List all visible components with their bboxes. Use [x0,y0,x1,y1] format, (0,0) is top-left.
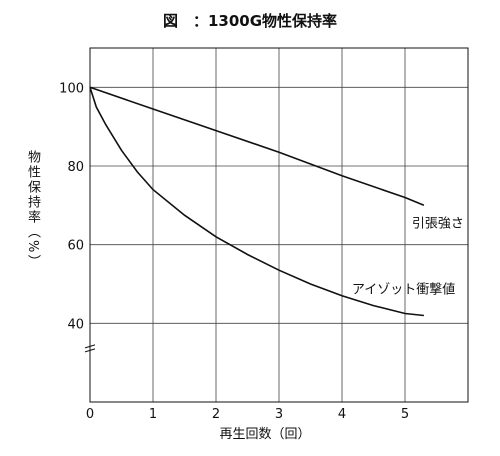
x-axis-label: 再生回数（回） [219,427,310,442]
y-tick-label: 60 [67,239,84,254]
x-tick-label: 1 [149,407,157,422]
chart-title: 図 ：1300G物性保持率 [162,12,338,30]
y-tick-label: 80 [67,160,84,175]
x-tick-label: 0 [86,407,94,422]
tick-labels: 0 1 2 3 4 5 40 60 80 100 [59,81,409,422]
series-label-1: 引張強さ [412,216,464,231]
x-tick-label: 3 [275,407,283,422]
y-tick-label: 40 [67,317,84,332]
series-line-1 [89,86,425,207]
series-label-2: アイゾット衝撃値 [352,281,455,297]
x-tick-label: 2 [212,407,220,422]
axis-break-stroke [84,344,96,349]
x-tick-label: 5 [401,407,409,422]
axis-break-mark [84,344,96,353]
y-tick-label: 100 [59,81,84,96]
plot-frame [89,47,469,403]
series-lines [89,86,425,317]
y-axis-label: 物性保持率（%） [25,150,40,270]
x-tick-label: 4 [338,407,346,422]
axis-break-stroke [84,348,96,353]
grid-lines [90,48,468,402]
series-line-2 [89,87,424,317]
